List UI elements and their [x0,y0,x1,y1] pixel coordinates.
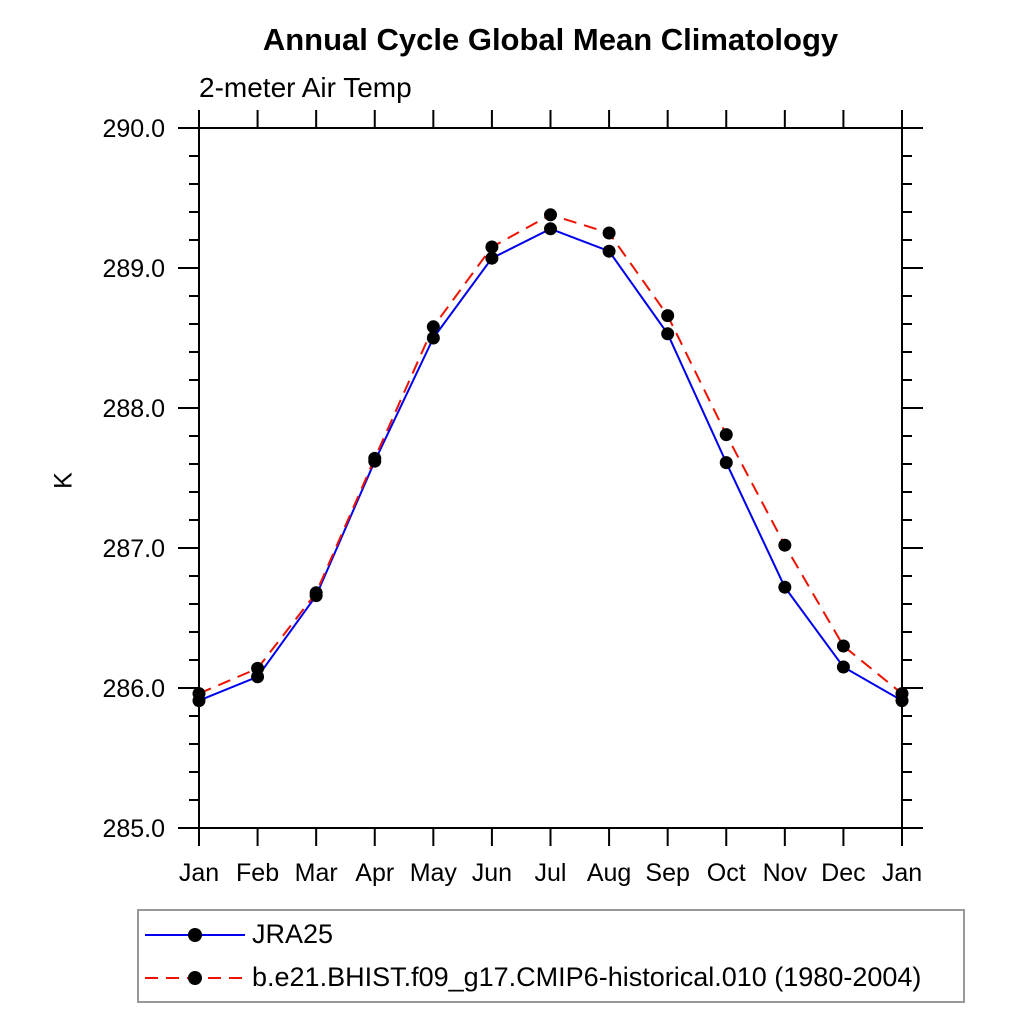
legend-item-model: b.e21.BHIST.f09_g17.CMIP6-historical.010… [142,956,963,999]
data-point-marker-model [544,208,557,222]
data-point-marker-model [836,639,850,653]
data-point-marker-model [719,428,733,442]
y-tick-label: 289.0 [102,255,165,283]
legend-label: b.e21.BHIST.f09_g17.CMIP6-historical.010… [252,962,922,992]
x-tick-label: Nov [763,859,808,887]
data-point-marker-model [192,687,206,701]
legend-label: JRA25 [252,919,334,949]
y-tick-label: 287.0 [102,535,165,563]
legend-marker-dot [188,927,202,942]
data-point-marker-model [778,538,792,552]
legend-line-sample-dashed [145,970,245,985]
x-tick-label: Aug [587,859,631,887]
data-point-marker-model [602,226,616,240]
x-tick-label: Jun [472,859,512,887]
data-point-marker-model [661,309,675,323]
x-tick-label: Dec [821,859,865,887]
data-point-marker-model [251,661,265,675]
data-point-marker-jra25 [836,660,850,674]
legend-marker-dot [188,970,202,985]
x-tick-label: Jan [882,859,922,887]
y-tick-label: 288.0 [102,395,165,423]
legend: JRA25 b.e21.BHIST.f09_g17.CMIP6-historic… [137,909,965,1003]
legend-line-sample-solid [145,927,245,942]
data-point-marker-model [485,240,499,254]
series-line-model [198,213,903,695]
x-tick-label: Sep [645,859,689,887]
chart-subtitle: 2-meter Air Temp [199,72,412,103]
chart-title: Annual Cycle Global Mean Climatology [262,22,839,57]
x-tick-label: Apr [355,859,394,887]
y-tick-label: 285.0 [102,815,165,843]
data-point-marker-jra25 [485,251,499,265]
data-point-marker-model [426,320,440,334]
x-tick-label: Jul [535,859,567,887]
data-point-marker-jra25 [426,331,440,345]
data-point-marker-jra25 [602,244,616,258]
x-tick-label: Jan [179,859,219,887]
data-point-marker-jra25 [778,580,792,594]
x-tick-label: Feb [236,859,279,887]
y-tick-label: 290.0 [102,115,165,143]
x-tick-label: Mar [295,859,338,887]
data-point-marker-model [895,687,909,701]
data-point-marker-jra25 [544,222,557,236]
x-tick-label: May [410,859,458,887]
data-point-marker-model [309,586,323,600]
x-tick-label: Oct [707,859,746,887]
data-point-marker-jra25 [661,327,675,341]
data-point-marker-model [368,451,382,465]
y-tick-label: 286.0 [102,675,165,703]
data-point-marker-jra25 [719,456,733,470]
series-line-jra25 [198,227,903,702]
legend-item-jra25: JRA25 [142,913,963,956]
